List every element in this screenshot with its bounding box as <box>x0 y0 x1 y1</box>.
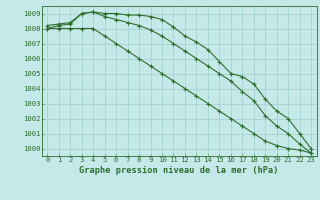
X-axis label: Graphe pression niveau de la mer (hPa): Graphe pression niveau de la mer (hPa) <box>79 166 279 175</box>
